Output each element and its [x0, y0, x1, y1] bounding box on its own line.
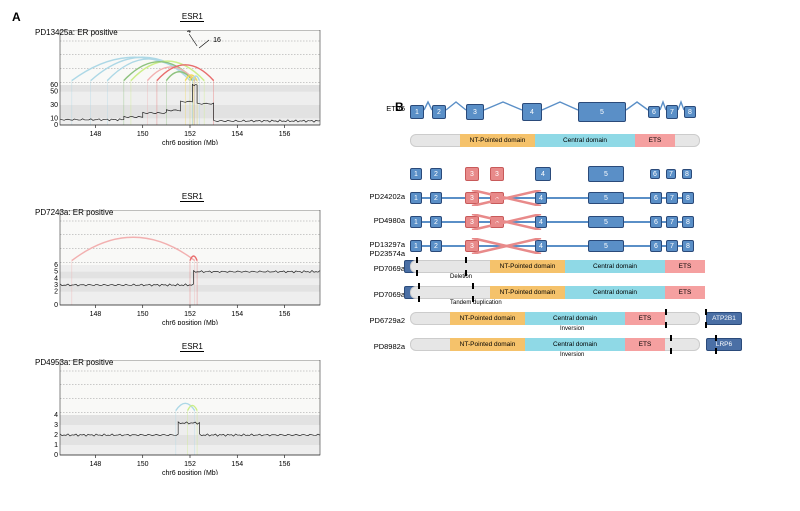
- svg-text:152: 152: [184, 311, 196, 318]
- fusion-partner: ATP2B1: [706, 312, 742, 325]
- ghost-exon-1: 1: [410, 168, 422, 180]
- domain-seg: ETS: [665, 286, 705, 299]
- svg-text:2: 2: [54, 289, 58, 296]
- variant-label: PD7069a: [355, 264, 405, 273]
- svg-text:152: 152: [184, 131, 196, 138]
- svg-text:chr6 position (Mb): chr6 position (Mb): [162, 320, 218, 325]
- svg-text:16: 16: [213, 37, 221, 44]
- svg-text:6: 6: [54, 262, 58, 269]
- gene-underline: [180, 201, 204, 202]
- variant-label: PD6729a2: [355, 316, 405, 325]
- panel-a-label: A: [12, 10, 21, 24]
- fusion-partner: LRP6: [706, 338, 742, 351]
- svg-text:154: 154: [231, 131, 243, 138]
- gene-underline: [180, 351, 204, 352]
- domain-seg: Central domain: [525, 338, 625, 351]
- breakpoint: [705, 309, 707, 328]
- gene-label: ESR1: [180, 12, 204, 21]
- svg-text:0: 0: [54, 302, 58, 309]
- ghost-exon-3: 3: [465, 167, 479, 181]
- svg-text:150: 150: [137, 461, 149, 468]
- chart-chart1: PD13425a: ER positive ESR1 1030506001481…: [35, 30, 325, 145]
- svg-text:156: 156: [279, 131, 291, 138]
- domain-seg: Central domain: [565, 286, 665, 299]
- domain-seg: NT-Pointed domain: [490, 260, 565, 273]
- ghost-exon-3: 3: [490, 167, 504, 181]
- svg-text:5: 5: [54, 269, 58, 276]
- panel-b: ETV612345678NT-Pointed domainCentral dom…: [410, 100, 780, 364]
- svg-text:154: 154: [231, 461, 243, 468]
- chart-chart2: PD7243a: ER positive ESR1 23456014815015…: [35, 210, 325, 325]
- ghost-exon-8: 8: [682, 169, 692, 179]
- svg-text:50: 50: [50, 89, 58, 96]
- svg-text:chr6 position (Mb): chr6 position (Mb): [162, 140, 218, 145]
- breakpoint: [416, 257, 418, 276]
- exon-4: 4: [522, 103, 542, 121]
- svg-text:0: 0: [54, 452, 58, 459]
- anno: Inversion: [560, 352, 584, 358]
- svg-text:148: 148: [90, 311, 102, 318]
- svg-text:150: 150: [137, 311, 149, 318]
- domain-seg: NT-Pointed domain: [490, 286, 565, 299]
- domain-seg: NT-Pointed domain: [450, 312, 525, 325]
- etv6-label: ETV6: [355, 104, 405, 113]
- ghost-exon-7: 7: [666, 169, 676, 179]
- chart-chart3: PD4953a: ER positive ESR1 12340148150152…: [35, 360, 325, 475]
- svg-text:148: 148: [90, 461, 102, 468]
- chart-title: PD7243a: ER positive: [35, 208, 113, 217]
- domain-seg: NT-Pointed domain: [450, 338, 525, 351]
- exon-5: 5: [578, 102, 626, 122]
- svg-text:148: 148: [90, 131, 102, 138]
- variant-label: PD13297aPD23574a: [355, 240, 405, 258]
- svg-text:152: 152: [184, 461, 196, 468]
- domain-seg: ETS: [625, 312, 665, 325]
- gene-label: ESR1: [180, 342, 204, 351]
- svg-text:chr6 position (Mb): chr6 position (Mb): [162, 470, 218, 475]
- exon-6: 6: [648, 106, 660, 118]
- breakpoint: [670, 335, 672, 354]
- exon-2: 2: [432, 105, 446, 119]
- exon-7: 7: [666, 105, 678, 119]
- gene-underline: [180, 21, 204, 22]
- svg-text:156: 156: [279, 461, 291, 468]
- svg-text:30: 30: [50, 102, 58, 109]
- svg-text:3: 3: [54, 282, 58, 289]
- variant-label: PD4980a: [355, 216, 405, 225]
- svg-text:2: 2: [54, 432, 58, 439]
- breakpoint: [418, 283, 420, 302]
- variant-label: PD7069a: [355, 290, 405, 299]
- breakpoint: [665, 309, 667, 328]
- exon-1: 1: [410, 105, 424, 119]
- anno: Deletion: [450, 274, 472, 280]
- variant-label: PD8982a: [355, 342, 405, 351]
- variant-label: PD24202a: [355, 192, 405, 201]
- svg-text:60: 60: [50, 82, 58, 89]
- svg-text:150: 150: [137, 131, 149, 138]
- exon-8: 8: [684, 106, 696, 118]
- svg-text:4: 4: [187, 30, 191, 35]
- svg-text:154: 154: [231, 311, 243, 318]
- svg-text:3: 3: [54, 422, 58, 429]
- ghost-exon-5: 5: [588, 166, 624, 182]
- breakpoint: [715, 335, 717, 354]
- domain-seg: Central domain: [525, 312, 625, 325]
- domain-seg: ETS: [625, 338, 665, 351]
- ghost-exon-2: 2: [430, 168, 442, 180]
- chart-title: PD4953a: ER positive: [35, 358, 113, 367]
- gene-label: ESR1: [180, 192, 204, 201]
- ghost-exon-6: 6: [650, 169, 660, 179]
- exon-3: 3: [466, 104, 484, 120]
- anno: Tandem duplication: [450, 300, 502, 306]
- svg-text:156: 156: [279, 311, 291, 318]
- domain-seg: ETS: [665, 260, 705, 273]
- svg-text:4: 4: [54, 412, 58, 419]
- domain-seg: Central domain: [565, 260, 665, 273]
- chart-title: PD13425a: ER positive: [35, 28, 118, 37]
- svg-text:0: 0: [54, 122, 58, 129]
- svg-text:4: 4: [54, 275, 58, 282]
- ghost-exon-4: 4: [535, 167, 551, 181]
- anno: Inversion: [560, 326, 584, 332]
- svg-text:1: 1: [54, 442, 58, 449]
